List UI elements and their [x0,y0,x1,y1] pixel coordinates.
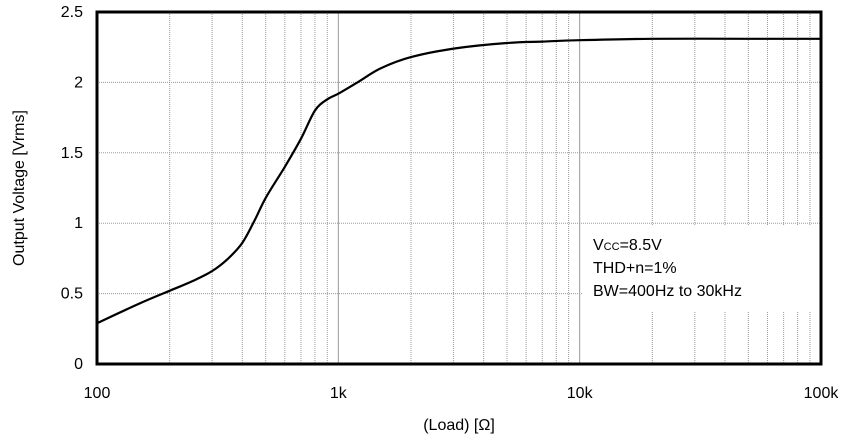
annotation-bw: BW=400Hz to 30kHz [593,283,742,300]
x-tick-label: 100k [804,385,840,402]
series-line [96,37,821,325]
y-tick-label: 1 [74,215,83,232]
tick-labels: 100 1k 10k 100k 0 0.5 1 1.5 2 2.5 [61,4,840,402]
x-tick-label: 1k [330,385,348,402]
y-axis-label: Output Voltage [Vrms] [11,110,28,266]
x-axis-label: (Load) [Ω] [423,417,495,434]
annotation-thd: THD+n=1% [593,260,677,277]
annotation-vcc: VCC=8.5V [593,237,662,254]
annotation-box: VCC=8.5V THD+n=1% BW=400Hz to 30kHz [582,226,820,312]
series-layer [96,37,821,325]
grid [97,12,821,364]
plot-frame [95,10,823,366]
x-tick-label: 10k [567,385,594,402]
y-tick-label: 2 [74,74,83,91]
annotation-background [582,226,820,312]
y-tick-label: 0 [74,356,83,373]
y-tick-label: 2.5 [61,4,83,21]
x-tick-label: 100 [84,385,111,402]
y-tick-label: 1.5 [61,145,83,162]
y-tick-label: 0.5 [61,286,83,303]
